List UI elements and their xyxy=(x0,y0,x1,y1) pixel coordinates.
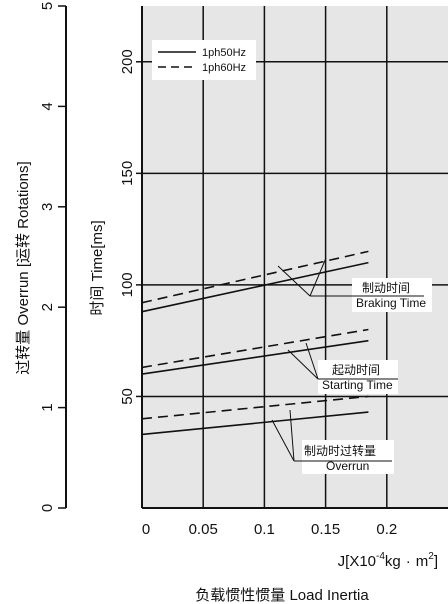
x-tick-label-1: 0.05 xyxy=(189,521,218,538)
annotation-braking-en: Braking Time xyxy=(356,296,426,310)
y-time-tick-label-3: 200 xyxy=(119,49,136,74)
annotation-overrun-bg xyxy=(302,440,394,474)
annotation-starting-leader-1 xyxy=(287,349,319,380)
annotation-starting-bg xyxy=(318,360,398,394)
annotation-braking-leader-2 xyxy=(309,257,327,297)
x-tick-label-0: 0 xyxy=(142,521,150,538)
y-time-tick-label-1: 100 xyxy=(119,272,136,297)
x-axis-title-exp: -4 xyxy=(376,551,385,562)
y-overrun-tick-label-1: 1 xyxy=(39,403,56,411)
y-axis-title-overrun: 过转量 Overrun [运转 Rotations] xyxy=(15,161,32,374)
chart-ticks: 0 0.05 0.1 0.15 0.2 50 100 150 200 0 1 2 3 4 5 xyxy=(39,2,397,538)
annotation-braking-leader-1 xyxy=(277,265,311,297)
annotation-overrun-leader-2 xyxy=(289,409,295,462)
y-axis-title-time: 时间 Time[ms] xyxy=(89,220,106,315)
plot-background xyxy=(142,6,448,508)
y-time-tick-label-0: 50 xyxy=(119,388,136,405)
chart-legend: 1ph50Hz 1ph60Hz xyxy=(152,40,256,80)
series-starting-50hz xyxy=(141,339,369,375)
series-braking-60hz xyxy=(141,250,369,304)
annotation-overrun-leader-1 xyxy=(271,419,295,462)
legend-label-1ph50hz: 1ph50Hz xyxy=(202,47,246,59)
annotation-braking-bg xyxy=(352,278,432,312)
annotation-starting-en: Starting Time xyxy=(322,378,393,392)
x-axis-title-prefix: J[X10 xyxy=(338,553,376,570)
series-starting-60hz xyxy=(141,328,369,369)
chart-axes xyxy=(65,6,448,509)
chart-caption: 负载惯性惯量 Load Inertia xyxy=(195,587,369,604)
y-overrun-tick-label-5: 5 xyxy=(39,2,56,10)
y-overrun-tick-label-0: 0 xyxy=(39,504,56,512)
series-overrun-60hz xyxy=(141,395,369,420)
annotation-braking-cn: 制动时间 xyxy=(362,281,410,295)
series-braking-50hz xyxy=(141,261,369,313)
y-time-tick-label-2: 150 xyxy=(119,161,136,186)
x-tick-label-2: 0.1 xyxy=(254,521,275,538)
y-overrun-tick-label-2: 2 xyxy=(39,303,56,311)
chart-annotations: 制动时间 Braking Time 起动时间 Starting Time 制动时… xyxy=(271,257,432,474)
annotation-overrun-cn: 制动时过转量 xyxy=(304,443,376,458)
chart-grid xyxy=(142,6,448,508)
y-overrun-tick-label-3: 3 xyxy=(39,203,56,211)
legend-background xyxy=(152,40,256,80)
x-axis-title-dot: · xyxy=(406,553,411,570)
annotation-overrun-en: Overrun xyxy=(326,459,369,473)
x-axis-title-close: ] xyxy=(434,553,438,570)
annotation-starting-cn: 起动时间 xyxy=(332,363,380,377)
x-axis-title-unit: kg xyxy=(385,553,401,570)
x-axis-title-unit2: m xyxy=(416,553,429,570)
x-tick-label-4: 0.2 xyxy=(376,521,397,538)
x-axis-title-exp2: 2 xyxy=(428,551,434,562)
legend-label-1ph60hz: 1ph60Hz xyxy=(202,62,246,74)
x-axis-title: J[X10-4kg · m2] xyxy=(338,551,438,570)
y-overrun-tick-label-4: 4 xyxy=(39,102,56,110)
chart-series xyxy=(141,250,369,436)
x-tick-label-3: 0.15 xyxy=(311,521,340,538)
annotation-starting-leader-2 xyxy=(305,342,319,380)
series-overrun-50hz xyxy=(141,411,369,436)
